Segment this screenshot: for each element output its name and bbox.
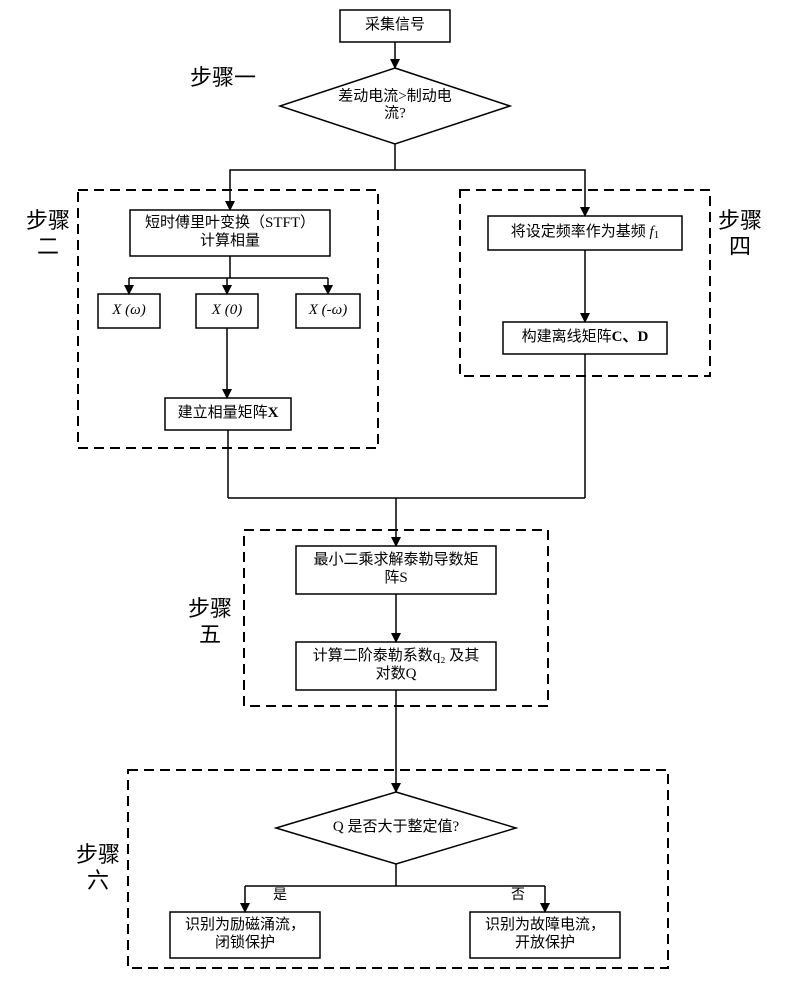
text-basefreq: 将设定频率作为基频 f1 — [511, 223, 659, 241]
label-step1: 步骤一 — [190, 65, 256, 90]
text-collect: 采集信号 — [365, 16, 425, 33]
label-step4: 步骤四 — [718, 208, 762, 259]
label-step2: 步骤二 — [26, 208, 70, 259]
label-step5: 步骤五 — [188, 596, 232, 647]
text-x0: X (0) — [211, 302, 242, 318]
text-xnw: X (-ω) — [308, 302, 348, 318]
text-phaseX: 建立相量矩阵X — [178, 404, 279, 421]
text-xw: X (ω) — [111, 302, 146, 318]
edge-dec1-basefreq — [395, 170, 585, 216]
text-offlineCD: 构建离线矩阵C、D — [522, 328, 649, 345]
label-no: 否 — [511, 888, 525, 903]
text-dec2: Q 是否大于整定值? — [333, 818, 460, 835]
label-step6: 步骤六 — [76, 842, 120, 893]
label-yes: 是 — [273, 888, 287, 903]
